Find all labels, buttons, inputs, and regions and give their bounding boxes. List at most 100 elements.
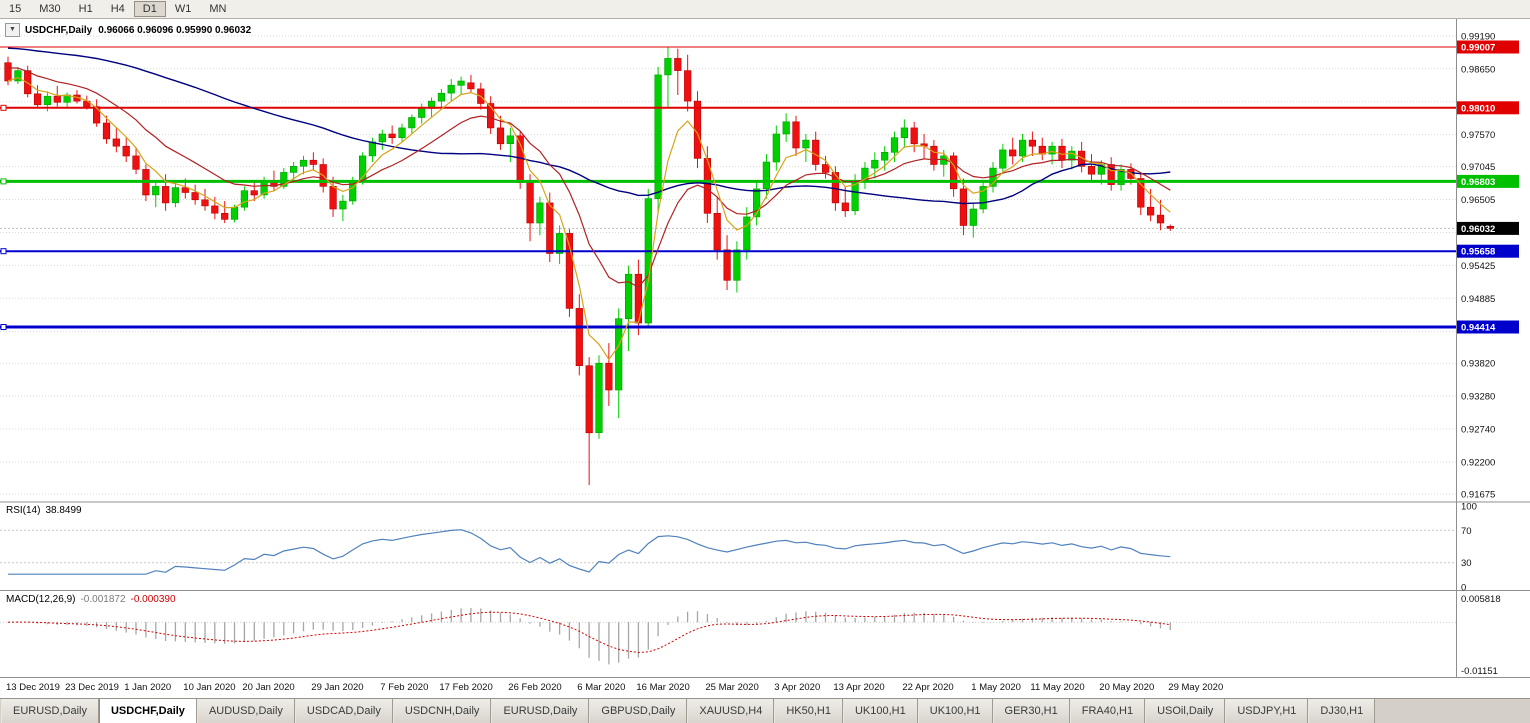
price-axis[interactable]: 0.99190 0.98650 0.97570 0.97045 0.96505 0.954… — [1457, 31, 1519, 501]
price-marker-0.98010: 0.98010 — [1457, 101, 1519, 115]
timeframe-button-15[interactable]: 15 — [9, 3, 22, 15]
ma-slow-line — [7, 47, 1171, 205]
hline-handle-0.94414[interactable] — [0, 324, 7, 330]
chart-tab-dj30-h1[interactable]: DJ30,H1 — [1308, 699, 1376, 723]
price-tick-label: 0.99190 — [1461, 31, 1495, 42]
date-label: 7 Feb 2020 — [380, 682, 428, 693]
macd-name: MACD(12,26,9) — [6, 594, 76, 605]
timeframe-button-M30[interactable]: M30 — [39, 3, 61, 15]
chart-tab-uk100-h1[interactable]: UK100,H1 — [842, 699, 918, 723]
price-tick-label: 0.95425 — [1461, 261, 1495, 272]
price-tick-label: 0.97570 — [1461, 130, 1495, 141]
price-tick-label: 0.93280 — [1461, 392, 1495, 403]
rsi-level-label: 100 — [1461, 502, 1477, 513]
rsi-value: 38.8499 — [45, 505, 82, 516]
chart-title-overlay: ▼ USDCHF,Daily 0.96066 0.96096 0.95990 0… — [5, 23, 251, 37]
chart-tab-usdcad-daily[interactable]: USDCAD,Daily — [294, 699, 393, 723]
chart-tab-gbpusd-daily[interactable]: GBPUSD,Daily — [589, 699, 688, 723]
price-tick-label: 0.93820 — [1461, 359, 1495, 370]
svg-text:0.94414: 0.94414 — [1461, 323, 1496, 334]
price-tick-label: 0.91675 — [1461, 490, 1495, 501]
chart-tabs-bar: EURUSD,Daily USDCHF,Daily AUDUSD,Daily USDC… — [0, 698, 1530, 723]
chart-ohlc-values: 0.96066 0.96096 0.95990 0.96032 — [98, 24, 252, 36]
chart-symbol-timeframe: USDCHF,Daily — [25, 24, 93, 36]
chart-tab-fra40-h1[interactable]: FRA40,H1 — [1069, 699, 1146, 723]
hline-handle-0.98010[interactable] — [0, 104, 7, 111]
ma-fast-line — [7, 76, 1171, 361]
macd-main-value: -0.001872 — [80, 594, 126, 605]
rsi-level-label: 70 — [1461, 526, 1472, 537]
rsi-level-label: 30 — [1461, 558, 1472, 569]
price-tick-label: 0.96505 — [1461, 195, 1495, 206]
rsi-name: RSI(14) — [6, 505, 41, 516]
date-label: 20 Jan 2020 — [242, 682, 294, 693]
price-tick-label: 0.98650 — [1461, 64, 1495, 75]
price-marker-0.95658: 0.95658 — [1457, 244, 1519, 258]
ma-medium-line — [7, 67, 1171, 288]
chart-tab-usoil-daily[interactable]: USOil,Daily — [1145, 699, 1226, 723]
price-tick-label: 0.94885 — [1461, 294, 1495, 305]
rsi-panel: 100 70 30 0 — [0, 502, 1477, 594]
date-label: 26 Feb 2020 — [508, 682, 561, 693]
collapse-chart-icon[interactable]: ▼ — [5, 23, 20, 37]
macd-axis-top-label: 0.005818 — [1461, 594, 1501, 605]
date-label: 13 Dec 2019 — [6, 682, 60, 693]
rsi-line — [8, 529, 1171, 575]
date-label: 25 Mar 2020 — [705, 682, 758, 693]
date-label: 16 Mar 2020 — [636, 682, 689, 693]
date-label: 1 Jan 2020 — [124, 682, 171, 693]
price-tick-label: 0.92740 — [1461, 425, 1495, 436]
date-label: 22 Apr 2020 — [902, 682, 953, 693]
rsi-indicator-label: RSI(14) 38.8499 — [6, 505, 82, 516]
macd-histogram — [17, 607, 1171, 665]
chart-tab-usdcnh-daily[interactable]: USDCNH,Daily — [392, 699, 492, 723]
chart-tab-uk100-h1[interactable]: UK100,H1 — [917, 699, 993, 723]
chart-tab-eurusd-daily[interactable]: EURUSD,Daily — [491, 699, 590, 723]
price-tick-label: 0.97045 — [1461, 162, 1495, 173]
chart-tab-usdchf-daily[interactable]: USDCHF,Daily — [98, 699, 197, 723]
horizontal-lines — [0, 46, 1456, 330]
chart-tab-eurusd-daily[interactable]: EURUSD,Daily — [1, 699, 99, 723]
date-label: 23 Dec 2019 — [65, 682, 119, 693]
chart-tab-hk50-h1[interactable]: HK50,H1 — [774, 699, 843, 723]
price-tick-label: 0.92200 — [1461, 458, 1495, 469]
date-label: 11 May 2020 — [1030, 682, 1084, 693]
timeframe-button-H4[interactable]: H4 — [110, 3, 125, 15]
timeframe-button-W1[interactable]: W1 — [174, 3, 192, 15]
svg-text:0.96032: 0.96032 — [1461, 224, 1495, 235]
chart-tab-audusd-daily[interactable]: AUDUSD,Daily — [196, 699, 295, 723]
date-label: 29 Jan 2020 — [311, 682, 363, 693]
svg-text:0.99007: 0.99007 — [1461, 43, 1495, 54]
macd-indicator-label: MACD(12,26,9) -0.001872 -0.000390 — [6, 594, 176, 605]
macd-panel: 0.005818 -0.01151 — [0, 594, 1501, 677]
date-label: 10 Jan 2020 — [183, 682, 235, 693]
price-marker-0.94414: 0.94414 — [1457, 320, 1519, 334]
rsi-level-label: 0 — [1461, 583, 1466, 594]
date-label: 13 Apr 2020 — [833, 682, 884, 693]
macd-signal-line — [7, 611, 1171, 654]
date-label: 1 May 2020 — [971, 682, 1021, 693]
chart-tab-usdjpy-h1[interactable]: USDJPY,H1 — [1225, 699, 1309, 723]
date-label: 6 Mar 2020 — [577, 682, 625, 693]
price-marker-0.96032: 0.96032 — [1457, 221, 1519, 235]
chart-tab-xauusd-h4[interactable]: XAUUSD,H4 — [687, 699, 775, 723]
date-axis[interactable]: 13 Dec 2019 23 Dec 2019 1 Jan 2020 10 Jan 2… — [6, 682, 1223, 693]
timeframe-button-MN[interactable]: MN — [209, 3, 227, 15]
date-label: 17 Feb 2020 — [439, 682, 492, 693]
timeframe-button-D1[interactable]: D1 — [133, 1, 166, 17]
svg-text:0.96803: 0.96803 — [1461, 177, 1495, 188]
macd-axis-bottom-label: -0.01151 — [1461, 666, 1498, 677]
svg-text:0.98010: 0.98010 — [1461, 103, 1495, 114]
timeframe-toolbar: 15 M30 H1 H4 D1 W1 MN — [0, 0, 1530, 19]
macd-signal-value: -0.000390 — [130, 594, 176, 605]
candles-layer — [4, 46, 1174, 486]
hline-handle-0.95658[interactable] — [0, 248, 7, 255]
timeframe-button-H1[interactable]: H1 — [78, 3, 93, 15]
hline-handle-0.96803[interactable] — [0, 178, 7, 185]
price-marker-0.96803: 0.96803 — [1457, 174, 1519, 188]
price-marker-0.99007: 0.99007 — [1457, 40, 1519, 54]
chart-tab-ger30-h1[interactable]: GER30,H1 — [992, 699, 1070, 723]
date-label: 20 May 2020 — [1099, 682, 1154, 693]
